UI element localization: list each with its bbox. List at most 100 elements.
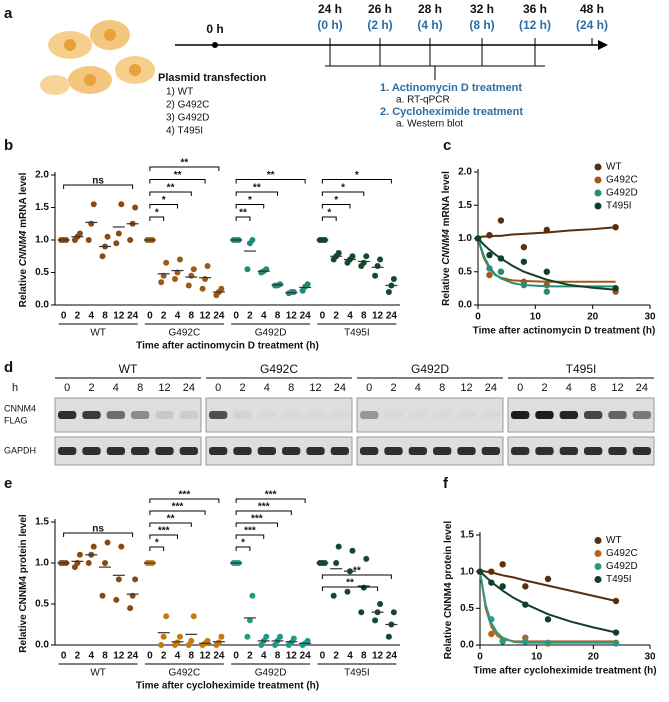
blot-band [433,447,452,455]
x-tick-label: 2 [333,651,339,662]
x-tick-label: 8 [361,651,367,662]
data-point [202,276,209,282]
x-tick-label: 8 [188,651,194,662]
significance-label: ** [353,566,361,577]
blot-group-label: WT [119,362,138,376]
data-point [499,561,506,568]
data-point [499,638,506,645]
significance-bracket [149,498,220,503]
time-label: 26 h [368,2,392,16]
significance-label: ** [253,183,261,194]
blot-band [632,447,651,455]
nucleus [104,29,116,41]
legend-marker [594,576,602,583]
data-point [176,256,183,263]
blot-band [608,411,627,419]
legend-label: WT [606,162,622,173]
x-tick-label: 0 [61,651,67,662]
data-point [486,231,493,239]
x-tick-label: 8 [275,651,281,662]
time-offset: (12 h) [519,18,551,32]
transfection-item: 1) WT [166,87,193,98]
significance-label: ** [346,578,354,589]
data-point [544,639,552,646]
blot-time-label: 2 [239,382,245,394]
x-tick-label: 2 [247,311,253,322]
blot-band [233,447,252,455]
blot-band [58,447,77,455]
data-point [363,253,370,260]
data-point [249,237,256,243]
group-label: G492D [255,328,287,339]
data-point [76,230,83,237]
blot-band [559,411,578,419]
data-point [290,289,297,295]
x-tick-label: 24 [386,311,398,322]
data-point [277,281,284,288]
blot-membrane [205,436,353,466]
data-point [99,253,106,260]
x-tick-label: 8 [275,311,281,322]
blot-band [330,447,349,455]
data-point [522,601,529,608]
data-point [344,588,351,595]
y-tick-label: 0.5 [35,267,49,278]
blot-band [233,411,252,419]
data-point [158,642,165,648]
significance-bracket [321,191,365,196]
blot-membrane [54,397,202,433]
x-tick-label: 4 [88,311,94,322]
blot-band [257,447,276,455]
blot-time-label: 0 [366,382,372,394]
blot-membrane [356,436,504,466]
significance-label: * [248,195,252,206]
legend-marker [594,189,602,197]
blot-membrane [507,436,655,466]
group-label: G492C [169,328,201,339]
data-point [118,201,125,208]
blot-band [535,411,554,419]
data-point [486,265,493,272]
legend-marker [594,163,602,171]
blot-row-label: CNNM4 [4,403,36,413]
data-point [88,220,95,227]
data-point [118,543,125,550]
significance-label: ** [174,170,182,181]
data-point [113,240,120,247]
data-point [263,633,270,640]
data-point [215,639,222,646]
blot-membrane [507,397,655,433]
x-axis-label: Time after actinomycin D treatment (h) [136,341,319,352]
x-tick-label: 2 [161,311,167,322]
y-tick-label: 1.5 [35,202,49,213]
x-tick-label: 4 [88,651,94,662]
blot-time-label: 8 [288,382,294,394]
data-point [520,281,528,289]
significance-label: * [355,170,359,181]
time-label: 24 h [318,2,342,16]
legend-label: G492D [606,188,638,199]
x-tick-label: 0 [61,311,67,322]
legend-marker [594,176,602,184]
x-tick-label: 24 [386,651,398,662]
legend-label: WT [606,535,622,546]
blot-time-label: 24 [334,382,346,394]
significance-bracket [149,522,192,527]
significance-bracket [149,510,206,515]
blot-band [282,411,300,419]
time-label: 36 h [523,2,547,16]
data-point [390,276,397,282]
cell-cluster [40,20,155,95]
data-point [358,609,365,616]
blot-band [457,447,476,455]
significance-label: *** [172,502,184,513]
panel-label: c [443,137,451,154]
blot-band [82,447,101,455]
data-point [374,263,381,269]
x-tick-label: 10 [531,652,543,663]
significance-bracket [235,534,265,539]
x-axis-label: Time after cycloheximide treatment (h) [473,666,656,677]
y-tick-label: 1.5 [460,530,474,541]
y-tick-label: 0.0 [460,640,474,651]
significance-label: ns [92,524,104,535]
